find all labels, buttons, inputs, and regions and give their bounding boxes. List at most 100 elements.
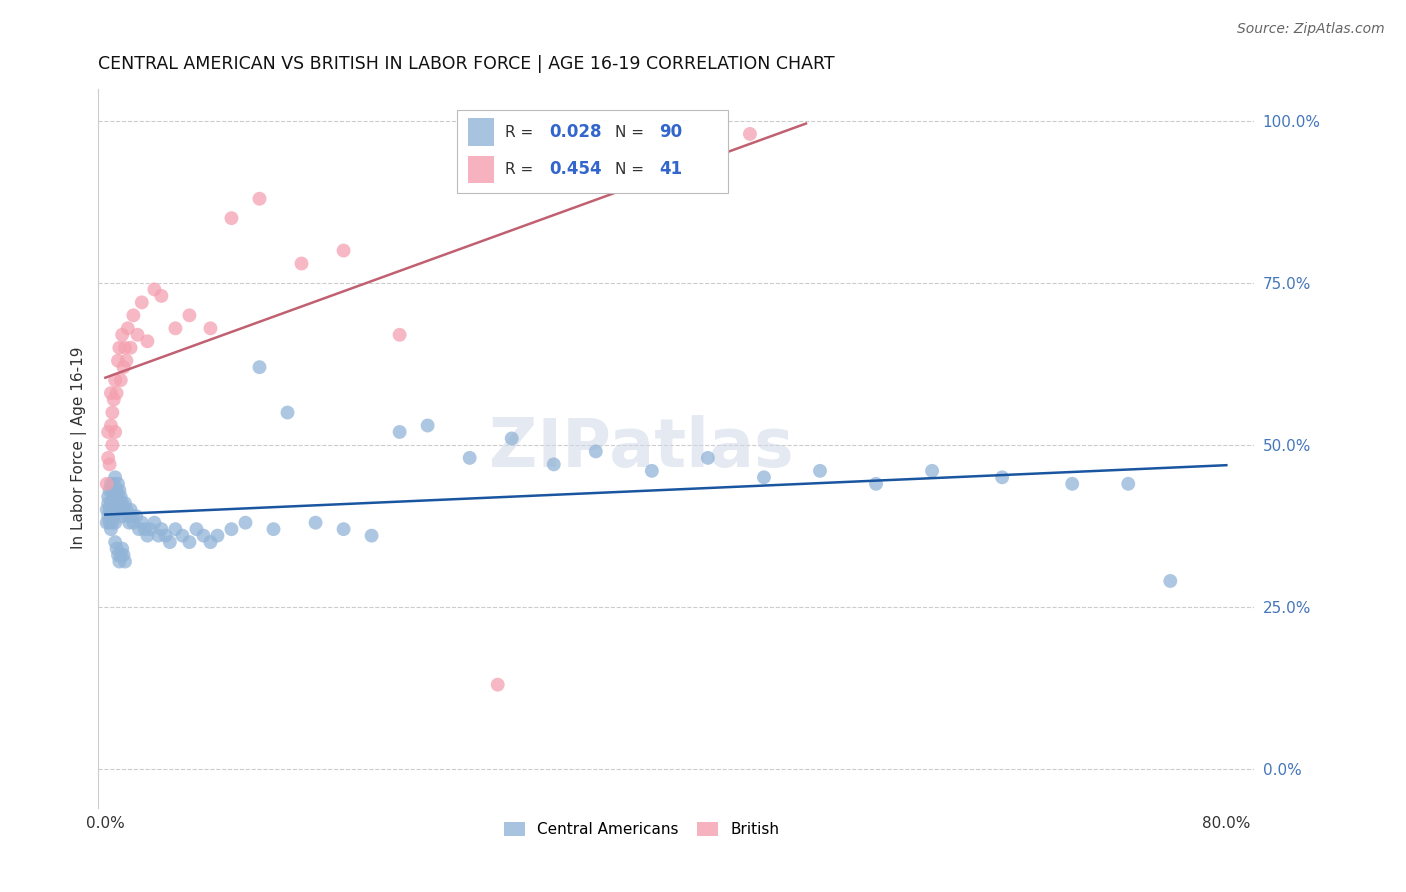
Point <box>200 535 222 549</box>
Point <box>131 295 153 310</box>
Point <box>131 516 153 530</box>
Point <box>221 211 243 226</box>
Point <box>105 483 128 498</box>
Point <box>165 522 187 536</box>
Point <box>332 522 354 536</box>
Point <box>97 490 120 504</box>
Point <box>108 555 131 569</box>
Point <box>103 490 125 504</box>
Text: Source: ZipAtlas.com: Source: ZipAtlas.com <box>1237 22 1385 37</box>
Point <box>96 476 118 491</box>
Point <box>148 528 170 542</box>
Point <box>543 458 565 472</box>
Point <box>121 509 143 524</box>
Point <box>143 282 166 296</box>
Point <box>111 509 134 524</box>
Point <box>112 548 135 562</box>
Point <box>104 490 127 504</box>
Point <box>100 509 122 524</box>
Point <box>104 425 127 439</box>
Point <box>186 522 208 536</box>
FancyBboxPatch shape <box>457 110 728 193</box>
Text: N =: N = <box>614 125 650 139</box>
Point <box>388 425 411 439</box>
Point <box>752 470 775 484</box>
Point <box>1159 574 1181 588</box>
Legend: Central Americans, British: Central Americans, British <box>498 815 786 843</box>
Point <box>100 496 122 510</box>
Point <box>458 133 481 147</box>
Text: 90: 90 <box>659 123 682 141</box>
Y-axis label: In Labor Force | Age 16-19: In Labor Force | Age 16-19 <box>72 347 87 549</box>
Point <box>98 458 121 472</box>
Point <box>738 127 761 141</box>
Point <box>101 502 124 516</box>
Point <box>103 509 125 524</box>
Point <box>97 425 120 439</box>
Point <box>388 327 411 342</box>
Point <box>122 516 145 530</box>
Point <box>111 541 134 556</box>
Point <box>107 353 129 368</box>
Point <box>114 555 136 569</box>
Point <box>104 373 127 387</box>
Point <box>110 490 132 504</box>
Point <box>100 476 122 491</box>
Point <box>865 476 887 491</box>
Point <box>104 535 127 549</box>
Point <box>107 476 129 491</box>
Point <box>276 405 298 419</box>
Point <box>696 450 718 465</box>
Point <box>128 522 150 536</box>
Point <box>107 490 129 504</box>
Point <box>112 360 135 375</box>
Point <box>193 528 215 542</box>
Point <box>332 244 354 258</box>
Point <box>96 502 118 516</box>
Point <box>159 535 181 549</box>
Point <box>134 522 156 536</box>
Point <box>101 483 124 498</box>
Point <box>235 516 257 530</box>
Point <box>172 528 194 542</box>
Point <box>108 483 131 498</box>
Text: ZIPatlas: ZIPatlas <box>489 415 794 481</box>
Point <box>136 528 159 542</box>
Point <box>249 360 271 375</box>
Point <box>110 502 132 516</box>
Point <box>103 476 125 491</box>
Point <box>114 496 136 510</box>
Point <box>115 502 138 516</box>
Point <box>105 496 128 510</box>
Point <box>103 392 125 407</box>
Point <box>114 341 136 355</box>
Point <box>110 373 132 387</box>
Point <box>683 133 706 147</box>
Point <box>458 450 481 465</box>
Point <box>101 516 124 530</box>
Point <box>249 192 271 206</box>
Point <box>100 522 122 536</box>
Point <box>101 405 124 419</box>
Point <box>118 516 141 530</box>
Text: CENTRAL AMERICAN VS BRITISH IN LABOR FORCE | AGE 16-19 CORRELATION CHART: CENTRAL AMERICAN VS BRITISH IN LABOR FOR… <box>98 55 835 73</box>
Point <box>117 509 139 524</box>
Point <box>416 418 439 433</box>
Point <box>110 548 132 562</box>
Point <box>104 470 127 484</box>
Point <box>1116 476 1139 491</box>
Point <box>1062 476 1084 491</box>
Point <box>179 535 201 549</box>
Point <box>108 341 131 355</box>
Point <box>585 444 607 458</box>
Point <box>100 386 122 401</box>
Text: R =: R = <box>505 125 538 139</box>
Point <box>98 516 121 530</box>
Point <box>120 502 142 516</box>
Point <box>150 289 173 303</box>
Point <box>136 334 159 349</box>
Point <box>290 256 312 270</box>
Point <box>501 432 523 446</box>
Point <box>150 522 173 536</box>
Point <box>921 464 943 478</box>
